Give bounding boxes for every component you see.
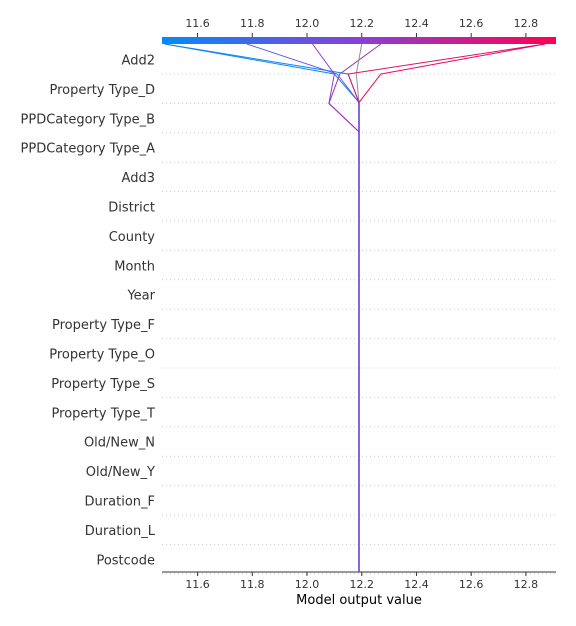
x-axis-label: Model output value (296, 593, 422, 608)
tick-label: 11.8 (240, 578, 265, 591)
feature-label: Postcode (96, 553, 155, 568)
feature-label: Property Type_F (52, 318, 155, 333)
feature-label: Property Type_D (49, 83, 155, 98)
tick-label: 12.0 (295, 17, 320, 30)
feature-label: Add3 (122, 171, 155, 186)
decision-line (164, 43, 360, 572)
feature-label: Old/New_Y (86, 465, 155, 480)
decision-line (312, 43, 360, 572)
bottom-axis: 11.6 11.8 12.0 12.2 12.4 12.6 12.8 (162, 571, 556, 591)
feature-label: Property Type_S (51, 377, 155, 392)
tick-label: 12.4 (404, 17, 429, 30)
tick-label: 12.6 (459, 578, 484, 591)
feature-label: Month (114, 259, 155, 274)
top-axis: 11.6 11.8 12.0 12.2 12.4 12.6 12.8 (185, 17, 538, 37)
feature-label: Duration_L (85, 524, 156, 539)
tick-label: 12.2 (349, 17, 374, 30)
feature-label: Year (126, 289, 155, 304)
feature-label: Property Type_T (52, 406, 156, 421)
color-bar (162, 37, 556, 44)
decision-line (347, 43, 546, 572)
decision-lines (164, 43, 546, 572)
feature-label: Duration_F (85, 495, 155, 510)
tick-label: 11.6 (185, 578, 210, 591)
tick-label: 12.6 (459, 17, 484, 30)
feature-label: District (108, 201, 155, 216)
decision-line (164, 43, 360, 572)
feature-label: PPDCategory Type_A (21, 142, 156, 157)
decision-line (328, 43, 382, 572)
feature-label: Property Type_O (49, 348, 155, 363)
tick-label: 12.4 (404, 578, 429, 591)
tick-label: 12.8 (514, 17, 539, 30)
tick-label: 11.8 (240, 17, 265, 30)
feature-label: Old/New_N (84, 436, 155, 451)
tick-label: 12.0 (295, 578, 320, 591)
decision-line (358, 43, 546, 572)
feature-labels: Add2 Property Type_D PPDCategory Type_B PPD… (21, 54, 156, 569)
decision-line (246, 43, 360, 572)
feature-label: County (109, 230, 156, 245)
tick-label: 12.8 (514, 578, 539, 591)
tick-label: 12.2 (349, 578, 374, 591)
feature-label: PPDCategory Type_B (21, 112, 155, 127)
feature-label: Add2 (122, 54, 155, 69)
tick-label: 11.6 (185, 17, 210, 30)
